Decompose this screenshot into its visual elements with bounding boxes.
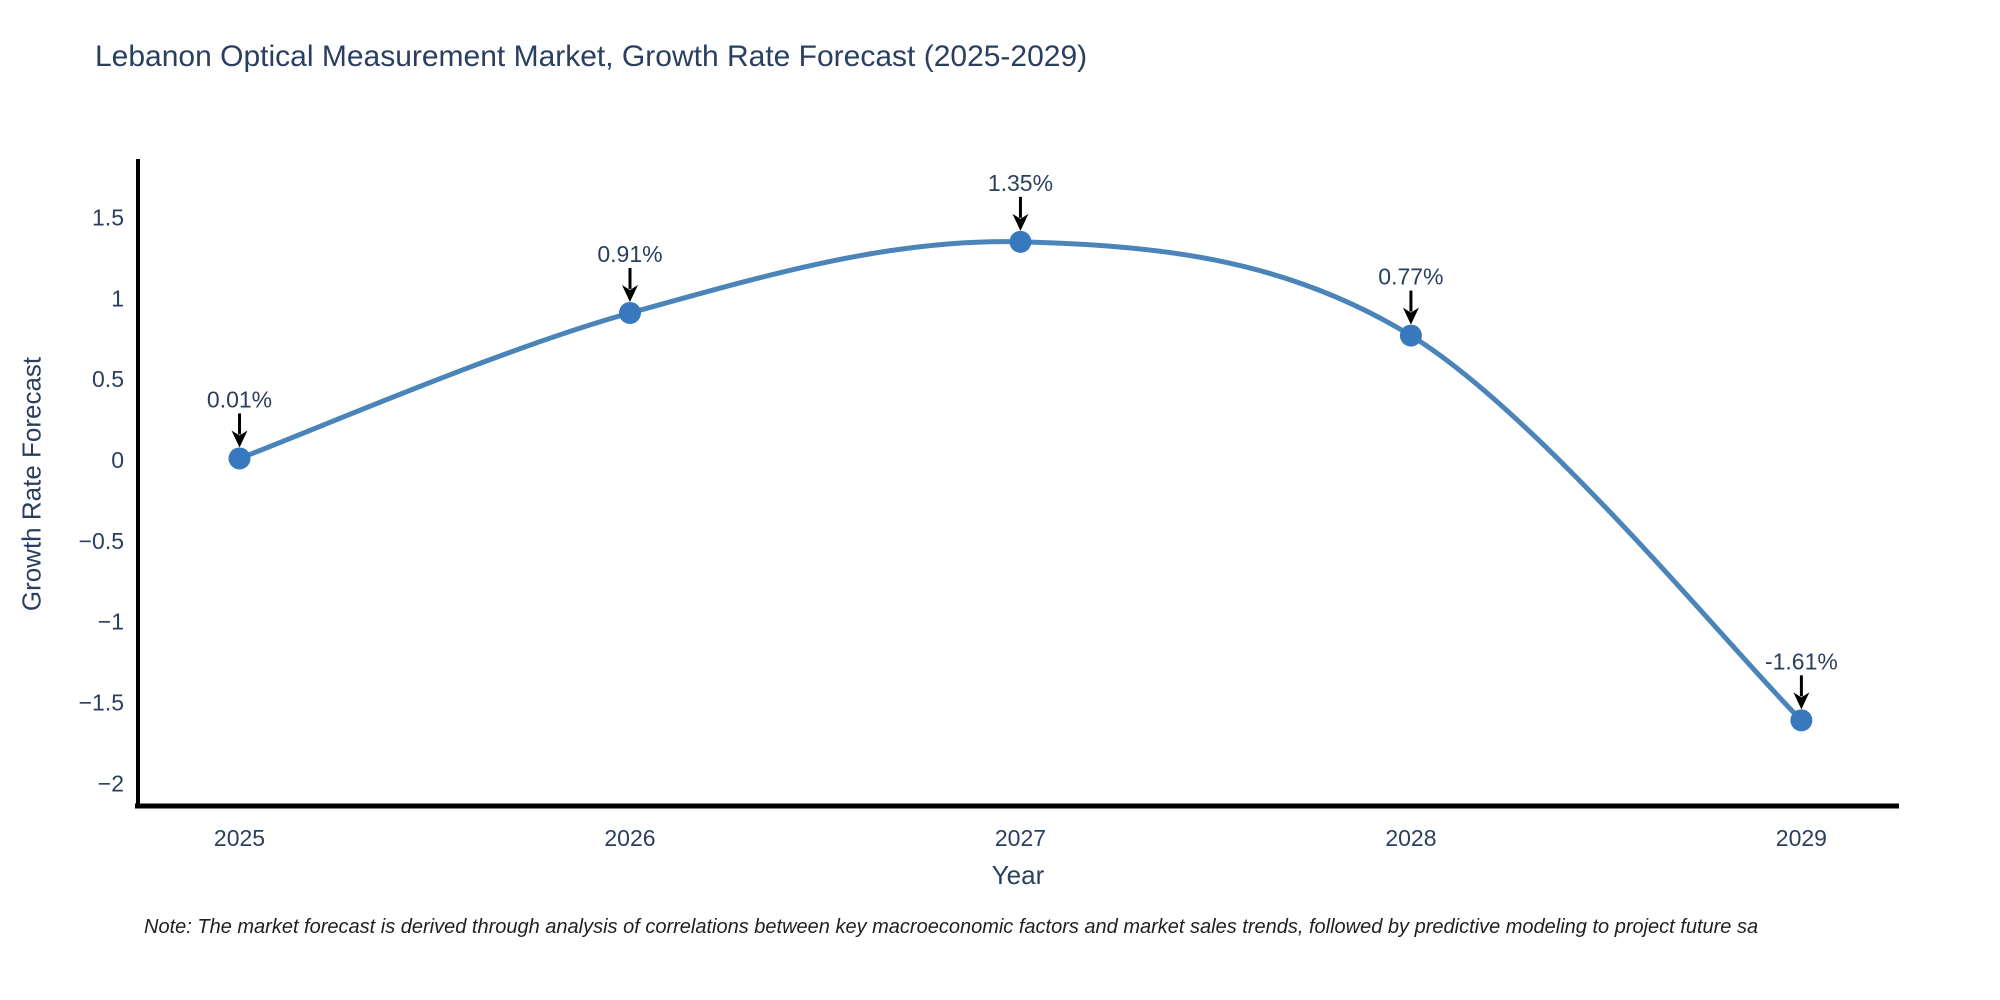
y-tick-label: 0.5	[92, 366, 124, 392]
annotation-label: 0.91%	[597, 241, 662, 267]
annotation-arrow-head	[1793, 692, 1810, 710]
x-tick-label: 2025	[214, 825, 265, 851]
y-tick-label: 1	[111, 285, 124, 311]
chart-title: Lebanon Optical Measurement Market, Grow…	[95, 40, 1088, 73]
data-point-marker[interactable]	[1790, 709, 1813, 732]
data-point-marker[interactable]	[228, 447, 251, 470]
y-tick-label: −1	[98, 609, 124, 635]
annotation-arrow-head	[1012, 213, 1029, 231]
annotation-arrow-head	[1402, 307, 1419, 325]
y-tick-label: 0	[111, 447, 124, 473]
annotation-arrow-head	[621, 284, 638, 302]
x-tick-label: 2029	[1776, 825, 1827, 851]
y-tick-label: 1.5	[92, 205, 124, 231]
data-point-marker[interactable]	[618, 301, 641, 324]
data-point-marker[interactable]	[1399, 324, 1422, 347]
annotation-label: 0.01%	[207, 386, 272, 412]
footnote: Note: The market forecast is derived thr…	[144, 916, 1759, 938]
x-axis-title: Year	[991, 860, 1045, 890]
annotation-label: 1.35%	[988, 170, 1053, 196]
annotation-label: -1.61%	[1765, 648, 1838, 674]
annotation-label: 0.77%	[1378, 264, 1443, 290]
annotation-arrow-head	[231, 430, 248, 448]
line-series	[237, 239, 1804, 723]
y-tick-label: −2	[98, 770, 124, 796]
y-tick-label: −0.5	[79, 528, 124, 554]
data-point-marker[interactable]	[1009, 230, 1032, 253]
x-tick-label: 2028	[1385, 825, 1436, 851]
y-tick-label: −1.5	[79, 690, 124, 716]
x-tick-label: 2026	[604, 825, 655, 851]
x-tick-label: 2027	[995, 825, 1046, 851]
